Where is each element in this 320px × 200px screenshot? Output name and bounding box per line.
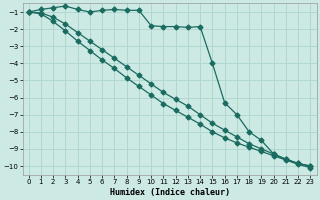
X-axis label: Humidex (Indice chaleur): Humidex (Indice chaleur) [109, 188, 229, 197]
